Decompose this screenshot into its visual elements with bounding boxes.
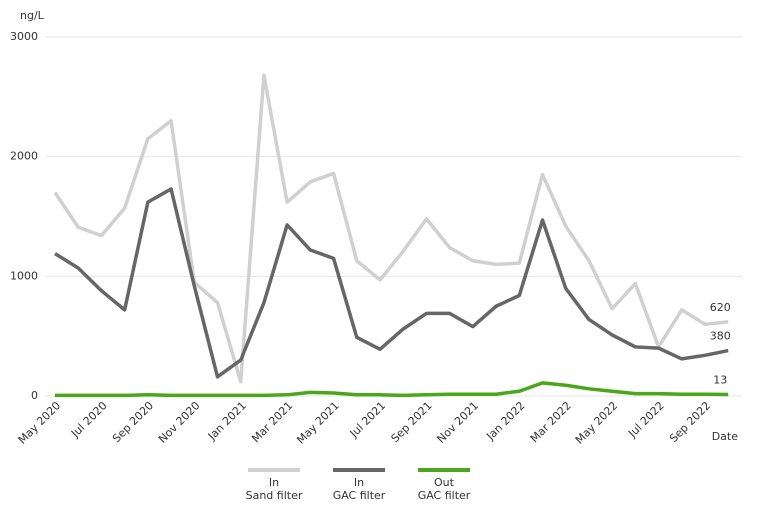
line — [54, 187, 729, 379]
y-tick-label: 3000 — [10, 30, 38, 43]
x-axis-label: Date — [712, 430, 739, 443]
line — [55, 381, 729, 398]
x-tick-label: Sep 2021 — [389, 399, 435, 445]
x-tick-label: Jan 2021 — [205, 399, 249, 443]
y-axis-label: ng/L — [20, 9, 45, 22]
line — [53, 73, 729, 384]
y-tick-label: 0 — [31, 389, 38, 402]
x-tick-label: Nov 2020 — [156, 399, 203, 446]
x-tick-label: Mar 2022 — [528, 399, 574, 445]
x-tick-label: Sep 2022 — [667, 399, 713, 445]
x-tick-label: Jan 2022 — [483, 399, 527, 443]
x-tick-label: Jul 2021 — [347, 399, 389, 441]
x-tick-label: May 2021 — [294, 399, 342, 447]
legend-label: In GAC filter — [332, 476, 386, 502]
legend-label: Out GAC filter — [417, 476, 471, 502]
x-tick-label: Jul 2020 — [68, 399, 110, 441]
x-tick-label: Mar 2021 — [249, 399, 295, 445]
x-tick-label: Sep 2020 — [110, 399, 156, 445]
end-value-label: 13 — [713, 373, 727, 386]
x-tick-label: May 2020 — [16, 399, 64, 447]
x-tick-label: Jul 2022 — [625, 399, 667, 441]
y-tick-label: 2000 — [10, 150, 38, 163]
end-value-label: 380 — [710, 330, 731, 343]
legend-label: In Sand filter — [245, 476, 303, 502]
x-tick-label: Nov 2021 — [434, 399, 481, 446]
y-tick-label: 1000 — [10, 269, 38, 282]
x-tick-label: May 2022 — [573, 399, 621, 447]
end-value-label: 620 — [710, 301, 731, 314]
